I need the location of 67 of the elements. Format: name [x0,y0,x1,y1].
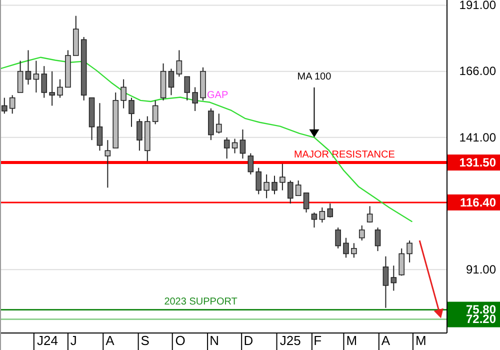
candlestick [232,138,238,154]
x-tick-label: O [175,333,186,348]
candlestick [382,256,389,308]
candlestick [216,113,222,134]
candlestick [256,167,262,195]
x-tick-label: J [70,333,77,348]
candlestick [287,180,294,204]
x-tick-label: S [140,333,150,348]
candlestick [25,50,32,86]
candlestick [303,192,310,213]
x-tick-label: M [415,333,426,348]
candlestick [351,242,357,258]
x-tick-label: F [314,333,322,348]
candlestick [2,97,8,114]
candlestick [128,97,134,128]
candlestick [374,227,381,252]
y-tick-label: 116.40 [460,195,496,210]
y-tick-label: 166.00 [459,64,496,78]
y-tick-label: 131.50 [459,155,496,170]
candlestick [184,76,190,101]
x-tick-label: A [381,333,390,348]
candlestick [390,265,397,292]
candlestick [208,108,214,141]
candlestick [240,129,246,160]
candlestick [192,86,198,112]
candlestick [104,140,111,188]
candlestick [96,102,103,152]
x-tick-label: M [346,333,358,348]
candlestick [152,100,158,125]
candlestick [398,248,405,276]
x-tick-label: N [210,333,220,348]
candlestick [17,60,24,93]
candlestick [41,66,48,98]
candlestick [176,50,182,78]
candlestick [272,175,278,195]
candlestick [248,152,254,175]
candlestick [120,78,126,109]
candlestick [311,212,318,228]
x-tick-label: A [106,333,115,348]
annotation: GAP [207,90,228,101]
x-tick-label: J24 [37,333,58,348]
y-tick-label: 141.00 [459,130,496,144]
line-series [1,56,412,222]
candlestick [57,78,63,98]
candlestick [343,237,349,258]
y-tick-label: 191.00 [459,0,496,12]
candlestick [49,70,55,106]
x-tick-label: J25 [280,333,301,348]
candlestick [358,224,365,241]
candlestick [280,163,286,191]
candlestick [9,94,16,114]
ref-line-label: MAJOR RESISTANCE [294,150,396,161]
ref-line-label: 2023 SUPPORT [164,296,238,308]
candlestick [33,60,40,93]
candlestick [366,206,373,224]
y-tick-label: 91.00 [466,262,496,276]
x-tick-label: D [244,333,254,348]
candlestick [264,174,270,199]
candlestick [406,240,412,263]
candlestick [168,68,174,96]
candlestick [319,206,326,224]
candlestick [295,180,302,196]
annotation: MA 100 [297,71,332,82]
candlestick [327,203,334,218]
candlestick [335,227,341,249]
candlestick [224,136,230,160]
candlestick [136,118,142,152]
